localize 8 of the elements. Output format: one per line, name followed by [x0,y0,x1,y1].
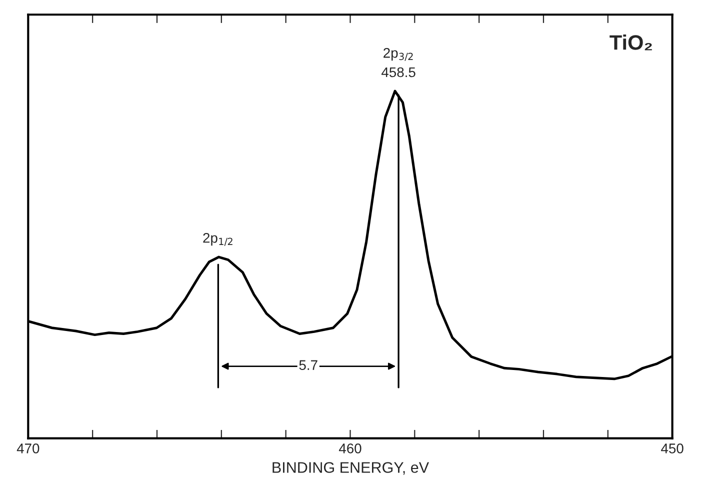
annotation: 2p$_{3/2}$ 458.5 [381,48,416,78]
x-tick-label: 470 [16,444,40,454]
annotation: 2p$_{1/2}$ [203,232,232,246]
text: TiO₂ [610,34,652,50]
x-axis-title: BINDING ENERGY, eV [272,462,429,475]
x-tick-label: 450 [661,444,684,454]
x-tick-label: 460 [338,444,362,454]
annotation: 5.7 [299,360,318,370]
